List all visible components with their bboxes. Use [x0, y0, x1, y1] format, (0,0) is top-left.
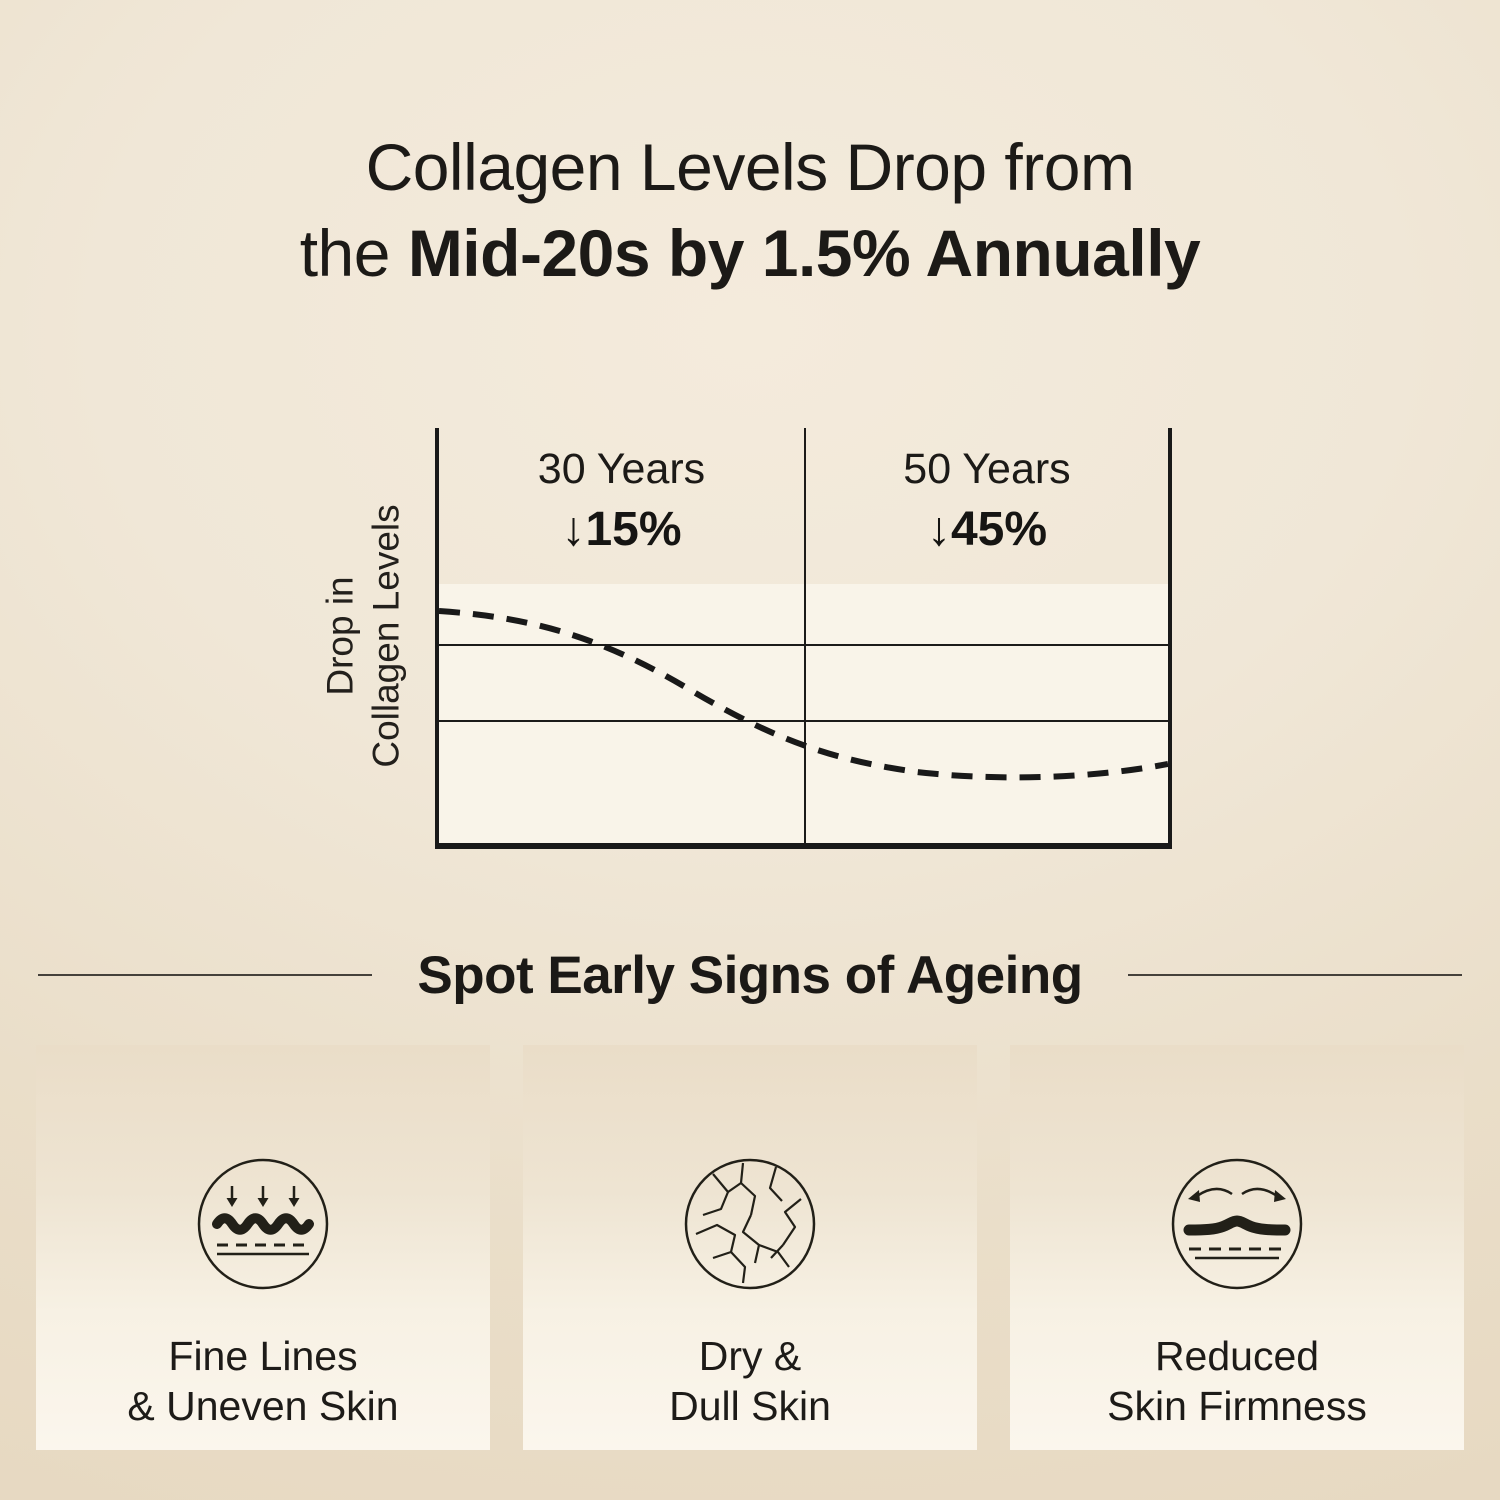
plot-area: [439, 584, 1168, 843]
skin-firmness-icon: [1170, 1157, 1304, 1291]
down-arrow-icon: ↓: [926, 503, 951, 556]
sign-card-dry-skin: Dry & Dull Skin: [523, 1045, 977, 1450]
card-label: Reduced Skin Firmness: [1107, 1331, 1367, 1431]
sign-card-fine-lines: Fine Lines & Uneven Skin: [36, 1045, 490, 1450]
gridline-upper: [439, 644, 1168, 646]
card-label-line-1: Dry &: [698, 1333, 802, 1379]
section-header: Spot Early Signs of Ageing: [38, 938, 1463, 1012]
y-axis-label-wrap: Drop in Collagen Levels: [298, 428, 430, 843]
y-axis-label-line-1: Drop in: [320, 575, 362, 696]
title-line-1: Collagen Levels Drop from: [365, 130, 1135, 204]
card-label-line-1: Reduced: [1154, 1333, 1320, 1379]
drop-percent: 15%: [585, 503, 682, 556]
card-label-line-2: & Uneven Skin: [127, 1383, 399, 1429]
segment-age-label: 30 Years: [537, 445, 706, 493]
section-title: Spot Early Signs of Ageing: [417, 945, 1083, 1005]
segment-drop-value: ↓15%: [439, 503, 804, 557]
card-label-line-2: Dull Skin: [669, 1383, 831, 1429]
page-title: Collagen Levels Drop from the Mid-20s by…: [0, 124, 1500, 296]
y-axis-label-line-2: Collagen Levels: [366, 503, 408, 768]
drop-percent: 45%: [950, 503, 1048, 556]
collagen-chart: 30 Years ↓15% 50 Years ↓45%: [435, 428, 1172, 849]
header-rule-left: [38, 974, 373, 976]
segment-50-years: 50 Years ↓45%: [806, 444, 1168, 557]
title-line-2-emphasis: Mid-20s by 1.5% Annually: [407, 216, 1201, 290]
sign-card-firmness: Reduced Skin Firmness: [1010, 1045, 1464, 1450]
card-label-line-1: Fine Lines: [168, 1333, 358, 1379]
header-rule-right: [1127, 974, 1463, 976]
cracked-skin-icon: [683, 1157, 817, 1291]
segment-age-label: 50 Years: [903, 445, 1071, 493]
y-axis-label: Drop in Collagen Levels: [318, 504, 410, 767]
age-divider-line: [804, 428, 806, 843]
down-arrow-icon: ↓: [561, 503, 586, 556]
title-line-2-prefix: the: [299, 216, 408, 290]
card-label: Dry & Dull Skin: [669, 1331, 831, 1431]
card-label-line-2: Skin Firmness: [1107, 1383, 1367, 1429]
sign-cards: Fine Lines & Uneven Skin: [36, 1045, 1464, 1450]
segment-30-years: 30 Years ↓15%: [439, 444, 804, 557]
card-label: Fine Lines & Uneven Skin: [127, 1331, 398, 1431]
gridline-lower: [439, 720, 1168, 722]
fine-lines-icon: [196, 1157, 330, 1291]
segment-drop-value: ↓45%: [806, 503, 1168, 557]
collagen-curve: [439, 608, 1168, 781]
title-line-2: the Mid-20s by 1.5% Annually: [0, 210, 1500, 296]
